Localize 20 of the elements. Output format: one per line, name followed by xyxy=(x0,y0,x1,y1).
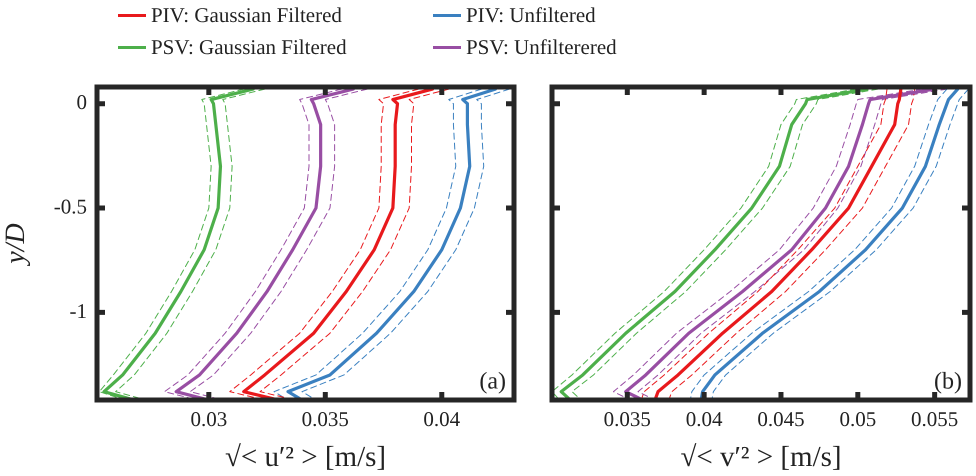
x-tick-label: 0.04 xyxy=(423,407,461,432)
y-tick-label: 0 xyxy=(76,90,87,114)
x-tick-label: 0.035 xyxy=(604,407,651,432)
legend-label: PSV: Unfilterered xyxy=(466,34,617,60)
y-tick-label: -0.5 xyxy=(54,194,87,219)
annotation: (a) xyxy=(479,368,506,394)
x-tick-label: 0.03 xyxy=(190,407,228,432)
x-axis-title: √< v′² > [m/s] xyxy=(680,441,842,474)
x-tick-label: 0.05 xyxy=(839,407,876,432)
x-tick-label: 0.035 xyxy=(302,407,349,432)
annotation: (b) xyxy=(934,368,962,394)
y-axis-title: y/D xyxy=(0,223,32,267)
legend-label: PIV: Unfiltered xyxy=(466,2,596,28)
x-axis-title: √< u′² > [m/s] xyxy=(224,441,386,474)
y-tick-label: -1 xyxy=(70,298,87,323)
x-tick-label: 0.045 xyxy=(757,407,805,432)
legend-label: PSV: Gaussian Filtered xyxy=(151,34,347,60)
x-tick-label: 0.04 xyxy=(686,407,724,432)
legend-label: PIV: Gaussian Filtered xyxy=(151,2,342,28)
x-tick-label: 0.055 xyxy=(911,407,958,432)
